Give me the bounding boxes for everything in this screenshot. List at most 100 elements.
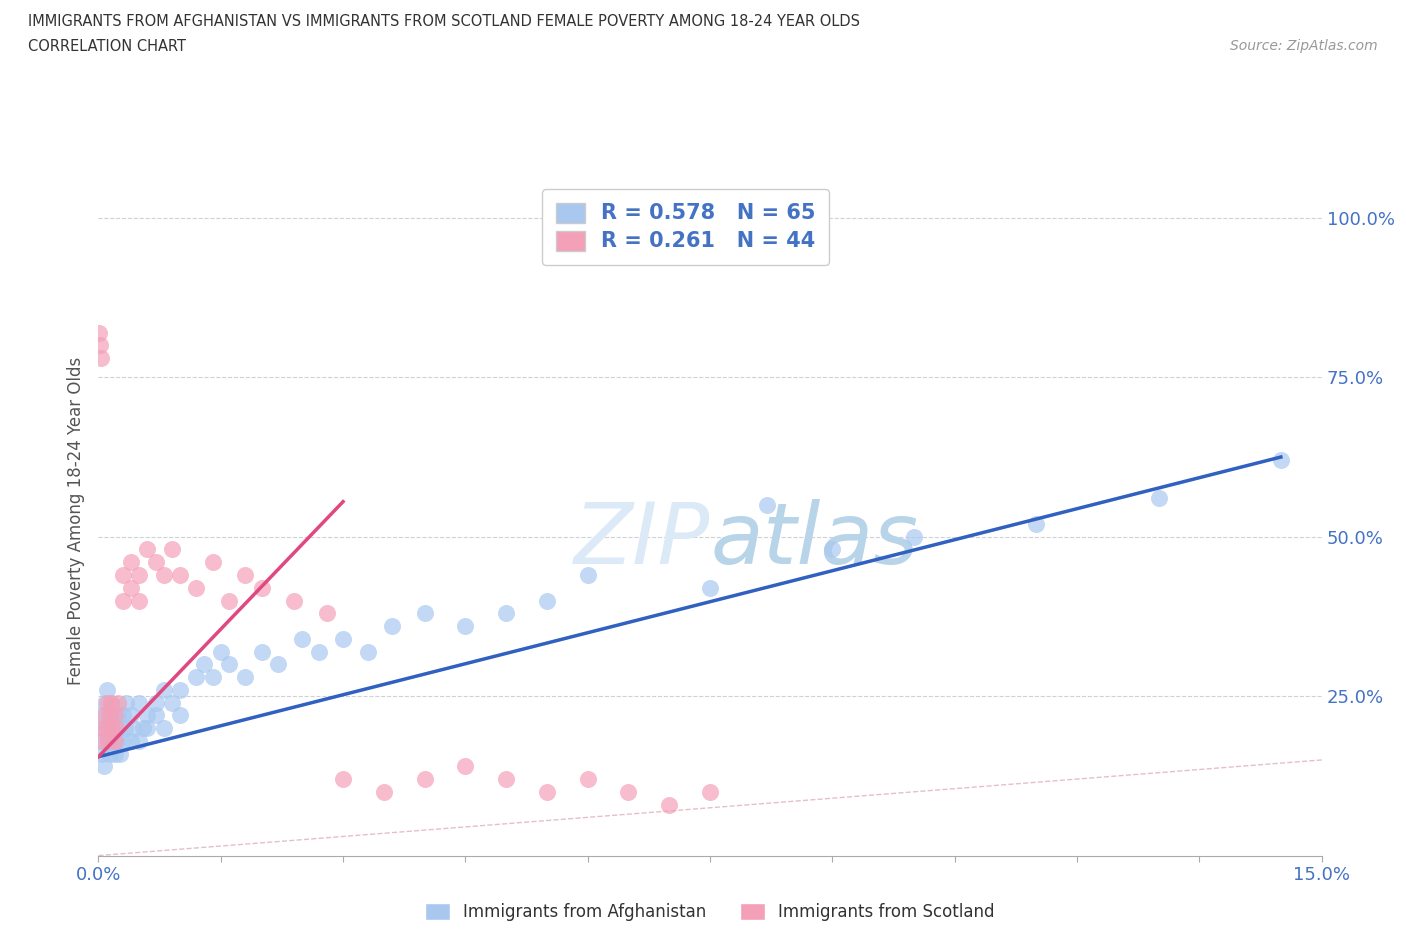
Point [100,721,122,736]
Point [332,772,354,787]
Point [658,797,681,812]
Point [111,567,134,582]
Point [96,683,118,698]
Point [1025,516,1047,531]
Point [413,772,436,787]
Point [145,695,167,710]
Point [699,580,721,595]
Point [576,772,599,787]
Point [145,708,167,723]
Point [495,605,517,620]
Point [97,734,120,749]
Point [98,746,121,761]
Point [1147,491,1170,506]
Point [90,708,112,723]
Point [111,593,134,608]
Point [91,746,114,761]
Point [100,695,122,710]
Point [308,644,330,659]
Point [381,618,404,633]
Point [136,708,159,723]
Point [356,644,378,659]
Point [233,670,256,684]
Point [120,708,142,723]
Point [169,708,191,723]
Point [96,721,118,736]
Point [821,542,844,557]
Point [104,708,127,723]
Point [576,567,599,582]
Point [267,657,290,671]
Point [94,695,117,710]
Point [903,529,925,544]
Point [218,657,240,671]
Point [114,721,136,736]
Point [617,784,640,799]
Point [209,644,232,659]
Point [101,734,124,749]
Point [136,721,159,736]
Point [90,351,112,365]
Point [111,734,134,749]
Point [250,580,273,595]
Point [104,721,127,736]
Point [128,734,150,749]
Text: IMMIGRANTS FROM AFGHANISTAN VS IMMIGRANTS FROM SCOTLAND FEMALE POVERTY AMONG 18-: IMMIGRANTS FROM AFGHANISTAN VS IMMIGRANT… [28,14,860,29]
Point [128,695,150,710]
Point [120,734,142,749]
Point [536,784,558,799]
Point [108,746,131,761]
Point [107,695,129,710]
Point [145,555,167,570]
Point [169,683,191,698]
Point [98,708,121,723]
Text: CORRELATION CHART: CORRELATION CHART [28,39,186,54]
Point [186,580,208,595]
Y-axis label: Female Poverty Among 18-24 Year Olds: Female Poverty Among 18-24 Year Olds [66,357,84,684]
Point [454,759,477,774]
Point [413,605,436,620]
Point [100,721,122,736]
Point [94,708,117,723]
Point [193,657,215,671]
Point [111,708,134,723]
Point [699,784,721,799]
Point [100,695,122,710]
Point [160,542,183,557]
Text: atlas: atlas [710,499,918,582]
Point [756,498,779,512]
Point [250,644,273,659]
Point [201,555,224,570]
Point [120,580,142,595]
Point [160,695,183,710]
Point [91,721,114,736]
Point [96,695,118,710]
Point [218,593,240,608]
Point [152,567,174,582]
Point [152,721,174,736]
Point [136,542,159,557]
Text: ZIP: ZIP [574,499,710,582]
Point [115,695,138,710]
Point [201,670,224,684]
Point [169,567,191,582]
Point [101,708,124,723]
Point [108,721,131,736]
Point [373,784,395,799]
Point [98,708,121,723]
Point [105,721,128,736]
Point [89,338,111,352]
Point [283,593,305,608]
Point [96,721,118,736]
Point [332,631,354,646]
Point [186,670,208,684]
Text: Source: ZipAtlas.com: Source: ZipAtlas.com [1230,39,1378,53]
Point [91,721,114,736]
Point [97,734,120,749]
Point [152,683,174,698]
Point [536,593,558,608]
Point [495,772,517,787]
Point [89,734,111,749]
Point [89,326,111,340]
Point [315,605,337,620]
